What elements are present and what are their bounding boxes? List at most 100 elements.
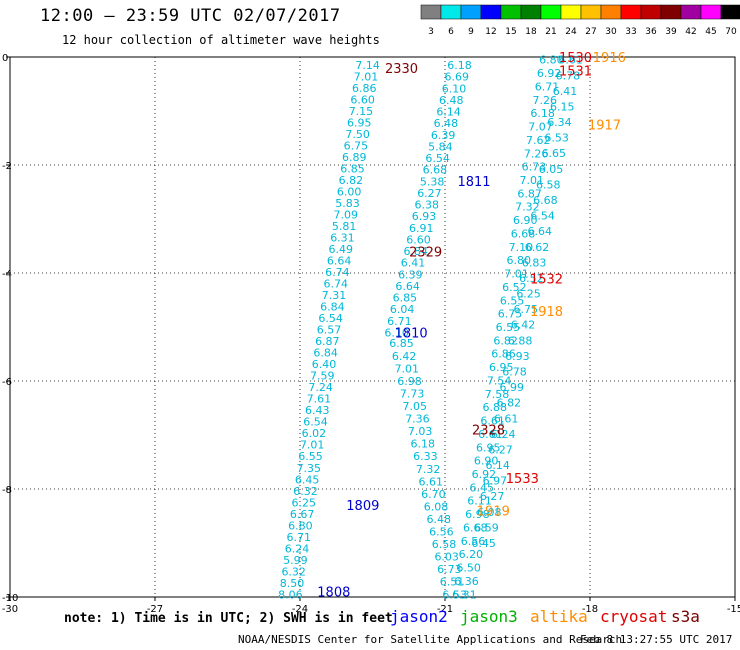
y-tick-label: -6 — [2, 377, 12, 388]
wave-height-value: 6.43 — [305, 404, 330, 417]
footer-credit: NOAA/NESDIS Center for Satellite Applica… — [238, 633, 623, 646]
wave-height-value: 5.81 — [332, 220, 357, 233]
time-label-altika: 1918 — [530, 305, 563, 320]
wave-height-value: 6.39 — [431, 129, 456, 142]
wave-height-value: 6.80 — [539, 54, 564, 67]
wave-height-value: 7.24 — [308, 381, 333, 394]
y-tick-label: -10 — [2, 593, 18, 604]
wave-height-value: 6.31 — [452, 588, 477, 601]
wave-height-value: 6.74 — [323, 278, 348, 291]
wave-height-value: 6.64 — [528, 225, 553, 238]
wave-height-value: 6.56 — [461, 535, 486, 548]
wave-height-value: 7.14 — [355, 59, 380, 72]
wave-height-value: 7.15 — [349, 105, 374, 118]
wave-height-value: 6.04 — [390, 303, 415, 316]
wave-height-value: 6.91 — [409, 222, 434, 235]
time-label-s3a: 2330 — [385, 62, 418, 77]
wave-height-value: 6.52 — [519, 272, 544, 285]
colorbar-level-label: 24 — [565, 27, 577, 37]
wave-height-value: 6.65 — [542, 147, 567, 160]
colorbar-swatch — [720, 4, 740, 20]
wave-height-value: 6.78 — [502, 366, 527, 379]
legend-s3a: s3a — [671, 607, 700, 626]
wave-height-value: 6.39 — [398, 268, 423, 281]
wave-height-value: 6.56 — [429, 526, 454, 539]
wave-height-value: 6.74 — [325, 266, 350, 279]
wave-height-value: 6.33 — [413, 450, 438, 463]
colorbar-level-label: 6 — [448, 27, 454, 37]
wave-height-value: 6.93 — [412, 210, 437, 223]
colorbar-level-label: 39 — [665, 27, 677, 37]
time-label-jason2: 1811 — [457, 175, 490, 190]
wave-height-value: 6.92 — [537, 67, 562, 80]
wave-height-value: 6.90 — [474, 455, 499, 468]
wave-height-value: 6.85 — [340, 163, 365, 176]
wave-height-value: 7.01 — [395, 362, 420, 375]
wave-height-value: 6.68 — [423, 164, 448, 177]
wave-height-value: 6.95 — [489, 361, 514, 374]
wave-height-value: 6.53 — [544, 132, 569, 145]
time-label-jason2: 1809 — [346, 499, 379, 514]
wave-height-value: 6.52 — [502, 281, 527, 294]
wave-height-value: 6.61 — [418, 475, 443, 488]
wave-height-value: 6.24 — [285, 542, 310, 555]
wave-height-value: 6.75 — [514, 303, 539, 316]
wave-height-value: 7.05 — [403, 400, 428, 413]
wave-height-value: 5.38 — [420, 175, 445, 188]
wave-height-value: 6.48 — [434, 117, 459, 130]
wave-height-value: 6.86 — [491, 348, 516, 361]
x-tick-label: -24 — [292, 604, 308, 615]
wave-height-value: 6.69 — [445, 71, 470, 84]
wave-height-value: 6.83 — [522, 256, 547, 269]
wave-height-value: 5.99 — [283, 554, 308, 567]
wave-height-value: 6.25 — [516, 288, 541, 301]
time-label-cryosat: 1532 — [530, 272, 563, 287]
wave-height-value: 7.54 — [487, 374, 512, 387]
wave-height-value: 6.67 — [290, 508, 315, 521]
colorbar-level-label: 70 — [725, 27, 737, 37]
colorbar-level-label: 27 — [585, 27, 596, 37]
wave-height-value: 7.61 — [307, 393, 332, 406]
wave-height-value: 6.84 — [313, 347, 338, 360]
wave-height-value: 6.82 — [493, 334, 518, 347]
chart-title: 12:00 — 23:59 UTC 02/07/2017 — [40, 6, 341, 26]
wave-height-value: 6.78 — [556, 69, 581, 82]
time-label-cryosat: 1533 — [506, 472, 539, 487]
wave-height-value: 6.31 — [330, 232, 355, 245]
wave-height-value: 6.85 — [393, 292, 418, 305]
wave-height-value: 6.18 — [530, 107, 555, 120]
wave-height-value: 6.20 — [459, 548, 484, 561]
wave-height-value: 6.95 — [476, 441, 501, 454]
wave-height-value: 6.42 — [511, 319, 536, 332]
wave-height-value: 6.18 — [447, 59, 472, 72]
wave-height-value: 6.41 — [553, 85, 578, 98]
wave-height-value: 6.49 — [329, 243, 354, 256]
wave-height-value: 7.09 — [334, 209, 359, 222]
wave-height-value: 7.32 — [515, 201, 540, 214]
wave-height-value: 6.73 — [437, 563, 462, 576]
wave-height-value: 6.75 — [498, 308, 523, 321]
colorbar-level-label: 33 — [625, 27, 636, 37]
wave-height-value: 7.01 — [300, 439, 325, 452]
wave-height-value: 6.54 — [530, 210, 555, 223]
wave-height-value: 6.60 — [350, 94, 375, 107]
wave-height-value: 6.59 — [474, 521, 499, 534]
colorbar-level-label: 21 — [545, 27, 556, 37]
wave-height-value: 6.51 — [440, 576, 465, 589]
wave-height-value: 6.75 — [344, 140, 369, 153]
wave-height-value: 6.25 — [292, 496, 317, 509]
wave-height-value: 7.32 — [416, 463, 441, 476]
wave-height-value: 6.54 — [303, 416, 328, 429]
wave-height-value: 7.01 — [504, 268, 529, 281]
time-label-cryosat: 1530 — [559, 51, 592, 66]
legend-cryosat: cryosat — [600, 607, 668, 626]
colorbar-level-label: 3 — [428, 27, 434, 37]
y-tick-label: -4 — [2, 269, 12, 280]
wave-height-value: 6.64 — [327, 255, 352, 268]
wave-height-value: 6.80 — [288, 519, 313, 532]
wave-height-value: 6.42 — [392, 350, 417, 363]
wave-height-value: 6.02 — [302, 427, 327, 440]
wave-height-value: 7.03 — [408, 425, 433, 438]
wave-height-value: 6.73 — [522, 161, 547, 174]
